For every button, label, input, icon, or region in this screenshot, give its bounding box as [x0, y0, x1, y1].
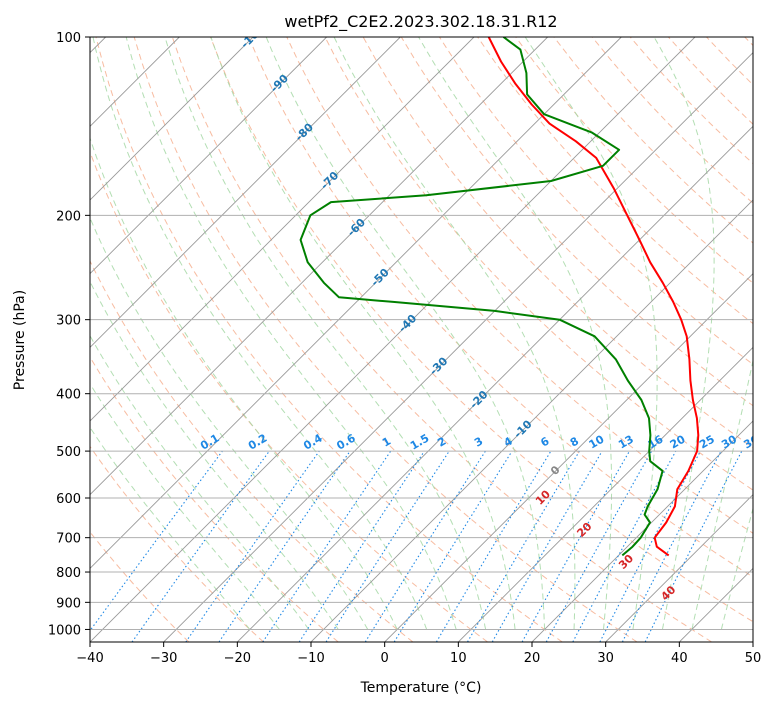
isotherm-line	[310, 199, 753, 642]
isotherm-line	[90, 37, 622, 569]
moist-adiabat	[653, 37, 715, 630]
mixing-ratio-line	[185, 450, 320, 642]
y-tick-label: 800	[56, 566, 81, 581]
dewpoint-line	[299, 37, 664, 557]
moist-adiabat	[418, 37, 613, 630]
dry-adiabat	[515, 37, 753, 284]
y-tick-label: 500	[56, 445, 81, 460]
isotherm-line	[458, 346, 753, 642]
x-tick-label: 40	[671, 651, 688, 666]
isotherm-line	[90, 37, 475, 422]
isotherm-line	[90, 37, 401, 348]
isotherm-line	[237, 125, 753, 642]
mixing-ratio-line	[90, 450, 223, 632]
y-tick-label: 700	[56, 532, 81, 547]
mixing-ratio-line	[545, 450, 653, 642]
moist-adiabat	[720, 506, 753, 630]
y-axis-ticks: 100 200 300 400 500 600 700 800 900 1000	[48, 31, 90, 638]
moist-adiabat	[90, 136, 398, 630]
x-tick-label: 20	[524, 651, 541, 666]
y-axis-title: Pressure (hPa)	[12, 290, 28, 390]
background-lines	[90, 37, 753, 642]
moist-adiabat	[524, 37, 658, 630]
isotherm-line	[90, 37, 696, 642]
x-tick-label: −40	[76, 651, 103, 666]
y-tick-label: 300	[56, 314, 81, 329]
temperature-line	[487, 37, 700, 557]
mixing-ratio-line	[572, 450, 677, 642]
x-tick-label: −30	[150, 651, 177, 666]
dry-adiabat	[95, 37, 563, 642]
isotherm-line	[531, 420, 753, 642]
mixing-ratio-line	[521, 450, 630, 642]
moist-adiabat	[691, 358, 753, 630]
moist-adiabat	[164, 37, 487, 630]
mixing-ratio-line	[325, 450, 450, 642]
isotherm-line	[90, 37, 327, 275]
dry-adiabat	[90, 445, 264, 642]
moist-adiabat	[90, 280, 339, 630]
isotherm-line	[163, 52, 753, 642]
x-axis-title: Temperature (°C)	[360, 680, 482, 696]
mixing-ratio-line	[393, 450, 513, 642]
moist-adiabat	[90, 334, 310, 630]
dry-adiabat	[324, 37, 753, 491]
moist-adiabat	[125, 37, 457, 630]
dry-adiabat	[90, 356, 339, 642]
x-tick-label: 0	[381, 651, 389, 666]
pressure-gridlines	[90, 37, 753, 630]
moist-adiabat	[90, 382, 280, 630]
mixing-ratio-line	[131, 450, 270, 642]
mixing-ratio-label: 36	[741, 432, 761, 451]
y-tick-label: 100	[56, 31, 81, 46]
y-tick-label: 400	[56, 388, 81, 403]
isotherm-line	[90, 37, 254, 201]
isotherm-line	[90, 37, 548, 496]
x-axis-ticks: −40 −30 −20 −10 0 10 20 30 40 50	[76, 642, 761, 666]
moist-adiabat	[210, 37, 516, 630]
plot-frame	[89, 36, 754, 643]
dry-adiabat	[90, 259, 414, 642]
sounding-series	[299, 37, 700, 557]
x-tick-label: 30	[597, 651, 614, 666]
dry-adiabat	[171, 37, 712, 642]
isotherm-line	[605, 494, 753, 642]
y-tick-label: 200	[56, 209, 81, 224]
x-tick-label: 50	[745, 651, 762, 666]
mixing-ratio-line	[298, 450, 425, 642]
moist-adiabat	[265, 37, 546, 630]
dry-adiabat	[286, 37, 753, 534]
y-tick-label: 1000	[48, 623, 81, 638]
mixing-ratio-line	[218, 450, 351, 642]
dry-adiabat	[248, 37, 753, 578]
mixing-ratio-line	[262, 450, 392, 642]
x-tick-label: −10	[297, 651, 324, 666]
x-tick-label: −20	[224, 651, 251, 666]
moist-adiabat	[90, 426, 251, 630]
y-tick-label: 900	[56, 596, 81, 611]
y-tick-label: 600	[56, 492, 81, 507]
dry-adiabat	[210, 37, 753, 623]
x-tick-label: 10	[450, 651, 467, 666]
chart-title: wetPf2_C2E2.2023.302.18.31.R12	[284, 12, 557, 32]
moist-adiabat	[90, 216, 369, 630]
moist-adiabat	[92, 37, 428, 630]
mixing-ratio-line	[644, 450, 743, 642]
